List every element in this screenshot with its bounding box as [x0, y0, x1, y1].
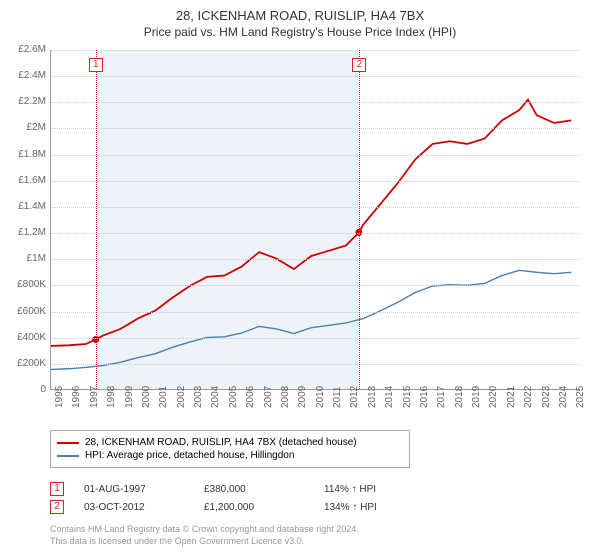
- y-gridline: [51, 364, 580, 365]
- y-gridline: [51, 285, 580, 286]
- footer-line-1: Contains HM Land Registry data © Crown c…: [50, 524, 359, 536]
- x-tick-label: 1999: [124, 378, 135, 408]
- marker-vline-2: [359, 50, 360, 389]
- y-gridline: [51, 128, 580, 129]
- x-tick-label: 2013: [367, 378, 378, 408]
- title-area: 28, ICKENHAM ROAD, RUISLIP, HA4 7BX Pric…: [0, 0, 600, 43]
- footer-line-2: This data is licensed under the Open Gov…: [50, 536, 359, 548]
- y-tick-label: £1.6M: [6, 175, 46, 186]
- x-tick-label: 1997: [89, 378, 100, 408]
- transaction-price: £380,000: [204, 484, 324, 495]
- transaction-delta: 134% ↑ HPI: [324, 502, 444, 513]
- y-tick-label: £1.2M: [6, 227, 46, 238]
- transaction-delta: 114% ↑ HPI: [324, 484, 444, 495]
- transaction-row: 2 03-OCT-2012 £1,200,000 134% ↑ HPI: [50, 500, 444, 514]
- y-tick-label: £1M: [6, 253, 46, 264]
- y-gridline: [51, 102, 580, 103]
- transaction-list: 1 01-AUG-1997 £380,000 114% ↑ HPI 2 03-O…: [50, 478, 444, 518]
- y-tick-label: £1.8M: [6, 149, 46, 160]
- legend: 28, ICKENHAM ROAD, RUISLIP, HA4 7BX (det…: [50, 430, 410, 468]
- x-tick-label: 2000: [141, 378, 152, 408]
- x-tick-label: 2022: [523, 378, 534, 408]
- x-tick-label: 2001: [158, 378, 169, 408]
- x-tick-label: 2004: [210, 378, 221, 408]
- x-tick-label: 2006: [245, 378, 256, 408]
- legend-label-property: 28, ICKENHAM ROAD, RUISLIP, HA4 7BX (det…: [85, 437, 357, 448]
- y-tick-label: £1.4M: [6, 201, 46, 212]
- x-tick-label: 2020: [488, 378, 499, 408]
- series-line-property: [51, 100, 571, 346]
- x-tick-label: 2018: [454, 378, 465, 408]
- transaction-price: £1,200,000: [204, 502, 324, 513]
- y-tick-label: £2M: [6, 122, 46, 133]
- y-tick-label: £2.2M: [6, 96, 46, 107]
- legend-item-property: 28, ICKENHAM ROAD, RUISLIP, HA4 7BX (det…: [57, 437, 403, 448]
- y-tick-label: £400K: [6, 332, 46, 343]
- x-tick-label: 2002: [176, 378, 187, 408]
- legend-label-hpi: HPI: Average price, detached house, Hill…: [85, 450, 294, 461]
- y-tick-label: £600K: [6, 306, 46, 317]
- x-tick-label: 1995: [54, 378, 65, 408]
- chart-container: 28, ICKENHAM ROAD, RUISLIP, HA4 7BX Pric…: [0, 0, 600, 560]
- y-tick-label: £200K: [6, 358, 46, 369]
- x-tick-label: 1996: [71, 378, 82, 408]
- x-tick-label: 2021: [506, 378, 517, 408]
- x-tick-label: 2023: [541, 378, 552, 408]
- y-gridline: [51, 181, 580, 182]
- marker-box-2: 2: [352, 58, 366, 72]
- x-tick-label: 2007: [263, 378, 274, 408]
- y-tick-label: £800K: [6, 279, 46, 290]
- x-tick-label: 2005: [228, 378, 239, 408]
- x-tick-label: 2025: [575, 378, 586, 408]
- y-gridline: [51, 76, 580, 77]
- transaction-row: 1 01-AUG-1997 £380,000 114% ↑ HPI: [50, 482, 444, 496]
- x-tick-label: 2009: [297, 378, 308, 408]
- transaction-date: 03-OCT-2012: [84, 502, 204, 513]
- marker-box-1: 1: [89, 58, 103, 72]
- y-gridline: [51, 155, 580, 156]
- x-tick-label: 2008: [280, 378, 291, 408]
- legend-item-hpi: HPI: Average price, detached house, Hill…: [57, 450, 403, 461]
- y-tick-label: £2.4M: [6, 70, 46, 81]
- page-subtitle: Price paid vs. HM Land Registry's House …: [0, 25, 600, 39]
- y-tick-label: 0: [6, 384, 46, 395]
- page-title: 28, ICKENHAM ROAD, RUISLIP, HA4 7BX: [0, 8, 600, 23]
- y-gridline: [51, 233, 580, 234]
- x-tick-label: 2014: [384, 378, 395, 408]
- y-gridline: [51, 207, 580, 208]
- x-tick-label: 2011: [332, 378, 343, 408]
- legend-swatch-hpi: [57, 455, 79, 457]
- marker-vline-1: [96, 50, 97, 389]
- y-tick-label: £2.6M: [6, 44, 46, 55]
- x-tick-label: 2016: [419, 378, 430, 408]
- y-gridline: [51, 50, 580, 51]
- y-gridline: [51, 312, 580, 313]
- x-tick-label: 2017: [436, 378, 447, 408]
- x-tick-label: 2024: [558, 378, 569, 408]
- chart-plot-area: 0£200K£400K£600K£800K£1M£1.2M£1.4M£1.6M£…: [50, 50, 580, 390]
- x-tick-label: 2015: [402, 378, 413, 408]
- x-tick-label: 1998: [106, 378, 117, 408]
- legend-swatch-property: [57, 442, 79, 444]
- y-gridline: [51, 259, 580, 260]
- x-tick-label: 2019: [471, 378, 482, 408]
- marker-badge-1: 1: [50, 482, 64, 496]
- footer-attribution: Contains HM Land Registry data © Crown c…: [50, 524, 359, 547]
- x-tick-label: 2010: [315, 378, 326, 408]
- marker-badge-2: 2: [50, 500, 64, 514]
- y-gridline: [51, 338, 580, 339]
- transaction-date: 01-AUG-1997: [84, 484, 204, 495]
- x-tick-label: 2003: [193, 378, 204, 408]
